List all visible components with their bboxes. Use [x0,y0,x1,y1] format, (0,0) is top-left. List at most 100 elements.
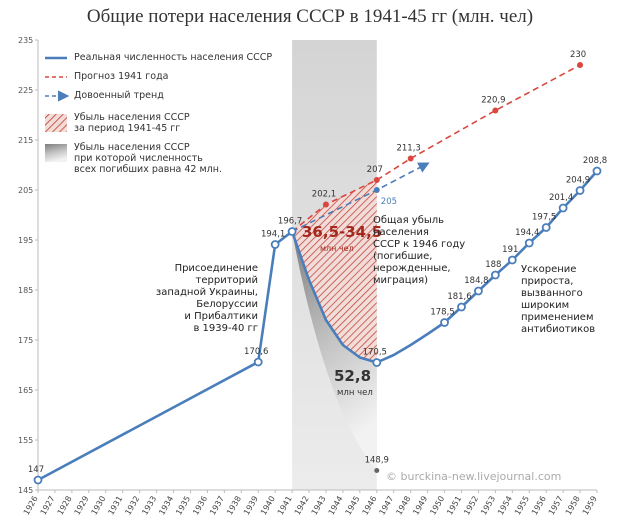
point [407,155,414,162]
value-label: 211,3 [396,144,420,154]
point [457,302,466,312]
annotation: Ускорение прироста, вызванного широким п… [521,264,596,335]
x-tick-label: 1934 [157,495,175,517]
annotation: © burckina-new.livejournal.com [386,470,562,483]
y-tick-label: 175 [18,336,33,345]
value-label: 191 [502,245,518,255]
x-tick-label: 1956 [530,495,548,517]
legend-label: Реальная численность населения СССР [74,52,273,63]
legend-swatch [45,114,67,132]
point [440,318,449,327]
y-tick-label: 235 [18,36,33,45]
value-label: 194,4 [515,228,539,238]
x-tick-label: 1953 [479,495,497,517]
point [373,187,380,193]
value-label: 220,9 [481,96,505,106]
value-label: 202,1 [312,190,336,200]
legend-swatch [45,144,67,162]
value-label: 194,1 [261,230,285,240]
annotation: Присоединение территорий западной Украин… [155,263,258,334]
point [270,240,280,249]
x-tick-label: 1927 [39,495,57,517]
x-tick-label: 1950 [428,495,446,517]
value-label: 170,6 [244,347,268,357]
legend-label: Прогноз 1941 года [74,71,169,82]
x-tick-label: 1933 [140,495,158,517]
value-label: 170,5 [363,348,387,358]
y-tick-label: 215 [18,136,33,145]
x-tick-label: 1931 [106,495,124,517]
point [253,357,263,367]
point [577,62,584,68]
x-tick-label: 1932 [123,495,141,517]
annotation: Общая убыль населения СССР к 1946 году (… [373,215,466,286]
point [490,270,500,280]
loss-area-hatched [292,180,377,363]
point [474,286,483,296]
value-label: 205 [381,197,397,207]
value-label: 178,5 [430,308,454,318]
x-tick-label: 1946 [361,495,379,517]
point [374,468,380,473]
y-tick-label: 185 [18,286,33,295]
chart-title: Общие потери населения СССР в 1941-45 гг… [87,6,533,27]
value-label: 181,6 [447,292,471,302]
x-tick-label: 1929 [73,495,91,517]
x-tick-label: 1948 [394,495,412,517]
x-tick-label: 1940 [259,495,277,517]
x-tick-label: 1951 [445,495,463,517]
series-line [37,170,598,482]
x-tick-label: 1930 [90,495,108,517]
series-line [291,64,581,233]
x-tick-label: 1952 [462,495,480,517]
point [541,223,551,232]
point [575,186,585,195]
legend-label: Убыль населения СССР при которой численн… [74,142,222,175]
x-tick-label: 1942 [293,495,311,517]
x-tick-label: 1959 [581,495,599,517]
point [372,358,382,367]
point [492,107,499,114]
x-tick-label: 1945 [344,495,362,517]
annotation: млн чел [337,388,373,398]
x-tick-label: 1943 [310,495,328,517]
value-label: 184,8 [464,276,488,286]
value-label: 230 [570,50,586,60]
x-tick-label: 1949 [411,495,429,517]
x-tick-label: 1939 [242,495,260,517]
y-tick-label: 195 [18,236,33,245]
annotation: млн чел [320,244,354,253]
x-tick-label: 1928 [56,495,74,517]
y-tick-label: 145 [18,486,33,495]
point [592,166,602,176]
point [373,177,380,183]
point [322,201,329,208]
x-tick-label: 1938 [225,495,243,517]
x-tick-label: 1954 [496,495,514,517]
y-tick-label: 225 [18,86,33,95]
value-label: 208,8 [583,156,607,166]
value-label: 201,4 [549,193,573,203]
point [524,238,534,248]
legend-label: Довоенный тренд [74,90,164,101]
x-tick-label: 1937 [208,495,226,517]
value-label: 207 [367,165,383,175]
x-tick-label: 1957 [547,495,565,517]
annotation: 36,5-34,5 [302,223,383,241]
x-tick-label: 1944 [327,495,345,517]
point [507,255,517,265]
value-label: 188 [485,260,501,270]
legend-label: Убыль населения СССР за период 1941-45 г… [74,112,190,134]
x-tick-label: 1958 [564,495,582,517]
x-tick-label: 1941 [276,495,294,517]
x-tick-label: 1926 [22,495,40,517]
point [558,203,568,213]
x-tick-label: 1936 [191,495,209,517]
x-tick-label: 1947 [377,495,395,517]
point [33,475,43,485]
x-tick-label: 1935 [174,495,192,517]
value-label: 197,5 [532,213,556,223]
point [287,227,297,236]
